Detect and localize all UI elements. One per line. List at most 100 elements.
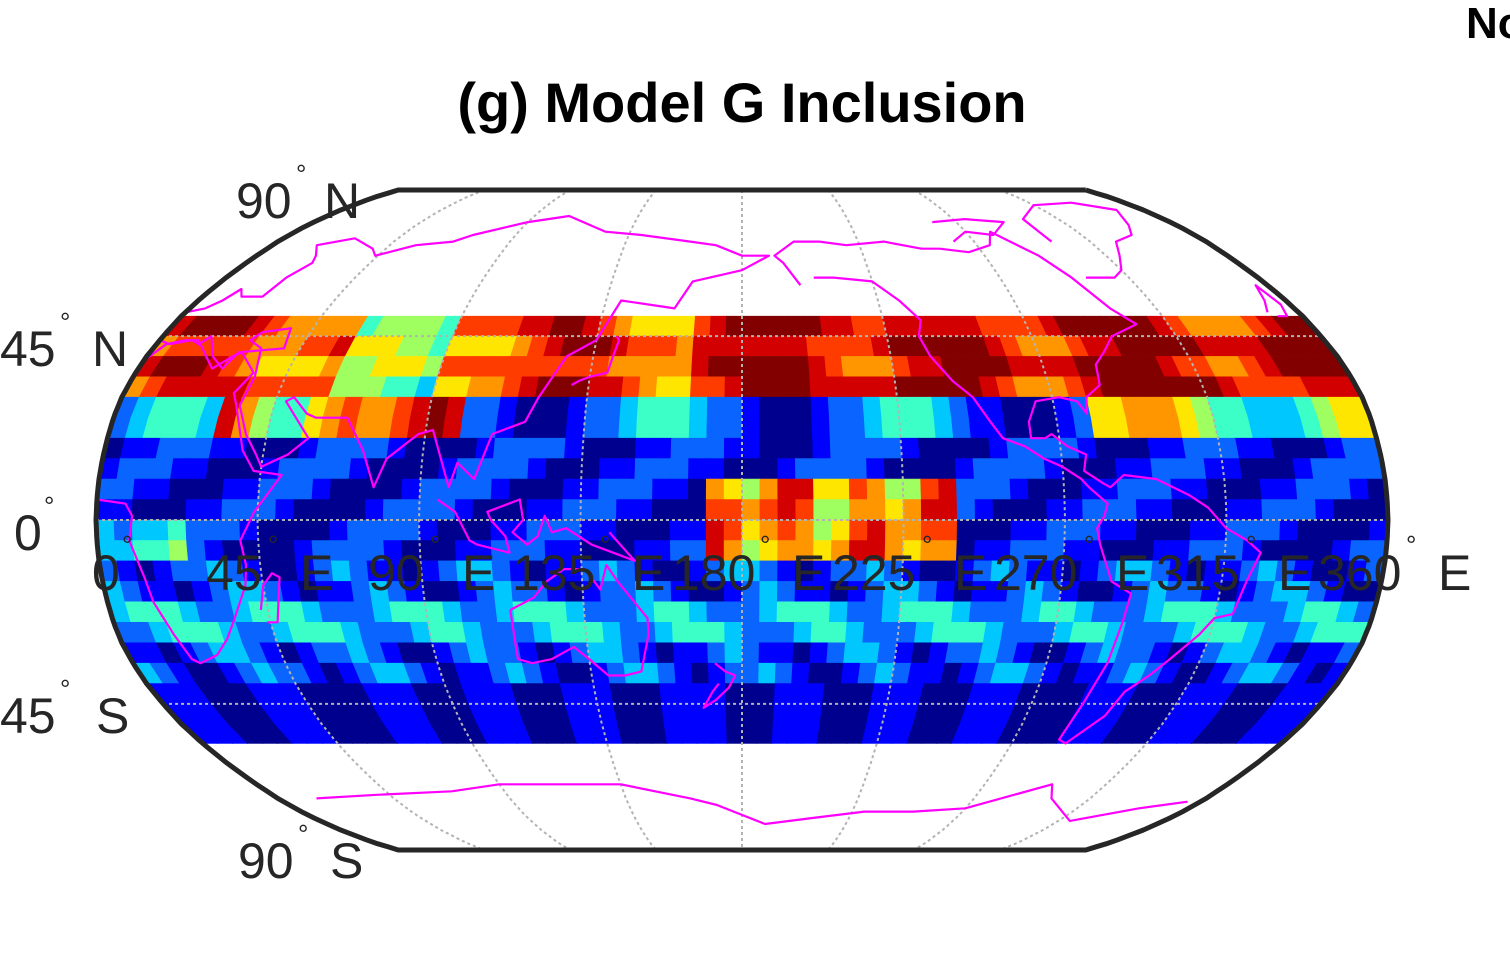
grid-cell	[663, 723, 683, 744]
grid-cell	[459, 601, 481, 623]
grid-cell	[275, 540, 296, 562]
grid-cell	[420, 458, 441, 480]
grid-cell	[824, 662, 844, 684]
grid-cell	[346, 499, 367, 521]
grid-cell	[690, 662, 710, 684]
grid-cell	[580, 458, 601, 480]
grid-cell	[741, 437, 761, 459]
grid-cell	[933, 601, 954, 623]
grid-cell	[657, 662, 677, 684]
coastline-segment	[571, 335, 621, 386]
grid-cell	[651, 519, 671, 541]
grid-cell	[741, 642, 760, 664]
grid-cell	[492, 581, 514, 603]
grid-cell	[275, 478, 296, 500]
grid-cell	[970, 437, 992, 459]
grid-cell	[1153, 519, 1174, 541]
grid-cell	[774, 356, 794, 378]
grid-cell	[990, 458, 1011, 480]
grid-cell	[223, 458, 245, 480]
grid-cell	[937, 458, 957, 480]
grid-cell	[723, 519, 743, 541]
grid-cell	[707, 376, 726, 398]
grid-cell	[788, 315, 807, 337]
lon-label-270e: 270 ° E	[994, 530, 1149, 601]
grid-cell	[773, 683, 792, 705]
svg-text:90: 90	[236, 173, 292, 229]
coastline-segment	[436, 498, 636, 562]
grid-cell	[857, 356, 878, 378]
grid-cell	[948, 396, 970, 419]
grid-cell	[689, 376, 709, 398]
grid-cell	[1241, 478, 1263, 500]
grid-cell	[583, 417, 603, 439]
grid-cell	[757, 335, 776, 357]
grid-cell	[549, 621, 571, 644]
grid-cell	[389, 601, 411, 623]
grid-cell	[532, 621, 553, 644]
grid-cell	[1064, 499, 1084, 521]
coastline-segment	[1021, 201, 1133, 279]
grid-cell	[661, 315, 681, 337]
grid-cell	[1332, 499, 1353, 521]
grid-cell	[1010, 519, 1030, 541]
grid-cell	[546, 437, 567, 459]
grid-cell	[545, 458, 565, 480]
grid-cell	[333, 437, 355, 459]
grid-cell	[1134, 478, 1155, 500]
grid-cell	[654, 621, 674, 644]
grid-cell	[459, 417, 481, 439]
svg-text:°: °	[1084, 530, 1094, 560]
svg-text:135: 135	[512, 545, 595, 601]
grid-cell	[347, 478, 368, 500]
grid-cell	[528, 437, 549, 459]
grid-cell	[1277, 478, 1298, 500]
grid-cell	[757, 683, 776, 705]
grid-cell	[741, 458, 761, 480]
grid-cell	[1350, 499, 1371, 521]
grid-cell	[221, 499, 241, 521]
data-grid	[96, 315, 1388, 744]
grid-cell	[1171, 519, 1191, 541]
grid-cell	[580, 519, 599, 541]
grid-cell	[640, 356, 660, 378]
grid-cell	[809, 376, 829, 398]
grid-cell	[600, 601, 621, 623]
grid-cell	[687, 519, 707, 541]
grid-cell	[671, 417, 690, 439]
grid-cell	[776, 417, 796, 439]
grid-cell	[968, 417, 990, 439]
grid-cell	[580, 478, 600, 500]
grid-cell	[741, 723, 758, 744]
coastline-segment	[702, 662, 737, 709]
grid-cell	[1076, 437, 1098, 459]
grid-cell	[876, 376, 898, 398]
grid-cell	[829, 437, 849, 459]
grid-cell	[330, 560, 352, 582]
grid-cell	[793, 621, 813, 644]
grid-cell	[600, 417, 621, 439]
grid-cell	[862, 396, 883, 419]
grid-cell	[658, 683, 679, 705]
grid-cell	[706, 417, 725, 439]
grid-cell	[1313, 478, 1334, 500]
grid-cell	[688, 417, 708, 439]
grid-cell	[601, 396, 622, 419]
grid-cell	[116, 560, 139, 582]
grid-cell	[565, 417, 586, 439]
grid-cell	[1073, 417, 1095, 439]
grid-cell	[439, 581, 461, 603]
grid-cell	[805, 683, 826, 705]
grid-cell	[584, 621, 605, 644]
grid-cell	[741, 396, 760, 419]
meridian-line	[256, 189, 485, 851]
lat-label-90n: 90 ° N	[236, 159, 360, 229]
grid-cell	[951, 417, 972, 439]
grid-cell	[389, 417, 411, 439]
grid-cell	[688, 437, 708, 459]
grid-cell	[792, 642, 812, 664]
grid-cell	[677, 703, 696, 725]
grid-cell	[275, 499, 295, 521]
grid-cell	[583, 601, 603, 623]
grid-cell	[168, 478, 189, 500]
